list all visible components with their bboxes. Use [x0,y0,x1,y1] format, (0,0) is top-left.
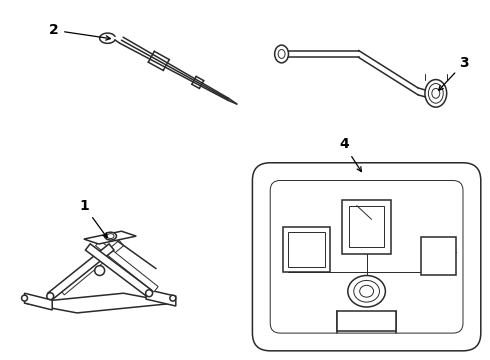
Ellipse shape [275,45,289,63]
Bar [283,227,330,271]
Polygon shape [85,244,151,296]
Polygon shape [48,244,114,299]
Bar [349,206,384,247]
FancyBboxPatch shape [252,163,481,351]
Polygon shape [146,289,176,306]
Polygon shape [60,240,123,295]
Ellipse shape [170,295,176,301]
Polygon shape [24,293,176,313]
Ellipse shape [348,275,386,307]
Polygon shape [96,240,158,292]
Bar [288,232,325,267]
Ellipse shape [104,232,117,240]
Text: 1: 1 [79,198,107,238]
Bar [342,200,392,254]
Bar [337,311,396,331]
Text: 3: 3 [439,56,469,90]
Polygon shape [24,293,52,310]
Ellipse shape [146,290,152,297]
Ellipse shape [22,295,27,301]
Ellipse shape [425,80,447,107]
Ellipse shape [47,293,54,300]
Bar [421,237,456,275]
Polygon shape [84,231,136,244]
Text: 4: 4 [339,138,361,172]
Text: 2: 2 [49,23,110,40]
Ellipse shape [95,266,104,275]
